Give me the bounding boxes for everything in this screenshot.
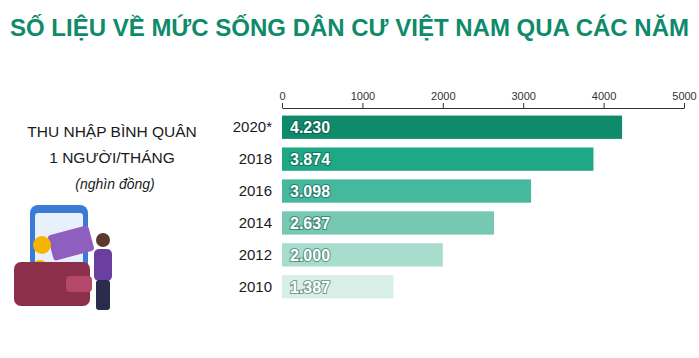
y-tick: 2012 xyxy=(239,246,282,263)
x-tick: 2000 xyxy=(431,90,455,108)
x-tick: 4000 xyxy=(592,90,616,108)
y-tick: 2020* xyxy=(233,118,282,135)
x-tick-mark xyxy=(443,103,444,108)
card xyxy=(47,225,94,261)
data-label: 3.098 xyxy=(290,183,330,200)
y-tick-label: 2010 xyxy=(239,278,272,295)
x-tick: 1000 xyxy=(351,90,375,108)
data-label: 2.000 xyxy=(290,247,330,264)
bar xyxy=(282,243,443,266)
x-tick-label: 2000 xyxy=(431,90,455,102)
x-axis-line xyxy=(283,108,685,109)
y-tick-label: 2020* xyxy=(233,118,272,135)
x-tick-label: 0 xyxy=(279,90,285,102)
x-tick-label: 3000 xyxy=(511,90,535,102)
chart: SỐ LIỆU VỀ MỨC SỐNG DÂN CƯ VIỆT NAM QUA … xyxy=(0,0,699,358)
x-tick-label: 5000 xyxy=(672,90,696,102)
y-label: THU NHẬP BÌNH QUÂN 1 NGƯỜI/THÁNG (nghìn đồ… xyxy=(27,123,196,192)
y-tick: 2016 xyxy=(239,182,282,199)
bars xyxy=(282,116,622,299)
y-axis-line xyxy=(282,115,283,301)
x-axis: 0 1000 2000 3000 4000 5000 xyxy=(279,90,696,109)
x-tick-mark xyxy=(362,103,363,108)
data-labels: 4.230 3.874 3.098 2.637 2.000 1.387 xyxy=(290,119,330,296)
coin xyxy=(33,236,51,254)
x-tick-label: 1000 xyxy=(351,90,375,102)
y-tick-label: 2012 xyxy=(239,246,272,263)
y-tick: 2010 xyxy=(239,278,282,295)
y-label-line: 1 NGƯỜI/THÁNG xyxy=(49,149,175,166)
data-label: 1.387 xyxy=(290,279,330,296)
x-tick: 0 xyxy=(279,90,285,108)
bar xyxy=(282,147,593,170)
bar xyxy=(282,179,531,202)
bar xyxy=(282,211,494,234)
data-label: 3.874 xyxy=(290,151,330,168)
x-tick-mark xyxy=(523,103,524,108)
person-head xyxy=(96,233,110,247)
y-axis: 2020* 2018 2016 2014 2012 2010 xyxy=(233,115,283,301)
y-label-line: (nghìn đồng) xyxy=(75,176,154,192)
x-tick-label: 4000 xyxy=(592,90,616,102)
y-tick-label: 2018 xyxy=(239,150,272,167)
person-legs xyxy=(96,280,110,310)
icon xyxy=(14,205,112,310)
data-label: 2.637 xyxy=(290,215,330,232)
x-tick-mark xyxy=(684,103,685,108)
y-tick: 2018 xyxy=(239,150,282,167)
wallet-clasp xyxy=(66,276,92,292)
x-tick-mark xyxy=(282,103,283,108)
x-tick: 5000 xyxy=(672,90,696,108)
y-tick-label: 2016 xyxy=(239,182,272,199)
y-tick: 2014 xyxy=(239,214,282,231)
bar xyxy=(282,275,394,298)
x-tick-mark xyxy=(604,103,605,108)
bar xyxy=(282,116,622,139)
y-label-line: THU NHẬP BÌNH QUÂN xyxy=(27,123,196,140)
title: SỐ LIỆU VỀ MỨC SỐNG DÂN CƯ VIỆT NAM QUA … xyxy=(10,14,689,41)
x-tick: 3000 xyxy=(511,90,535,108)
plot: 0100020003000400050002020*20182016201420… xyxy=(233,90,697,301)
y-tick-label: 2014 xyxy=(239,214,272,231)
data-label: 4.230 xyxy=(290,119,330,136)
person-body xyxy=(94,249,112,281)
